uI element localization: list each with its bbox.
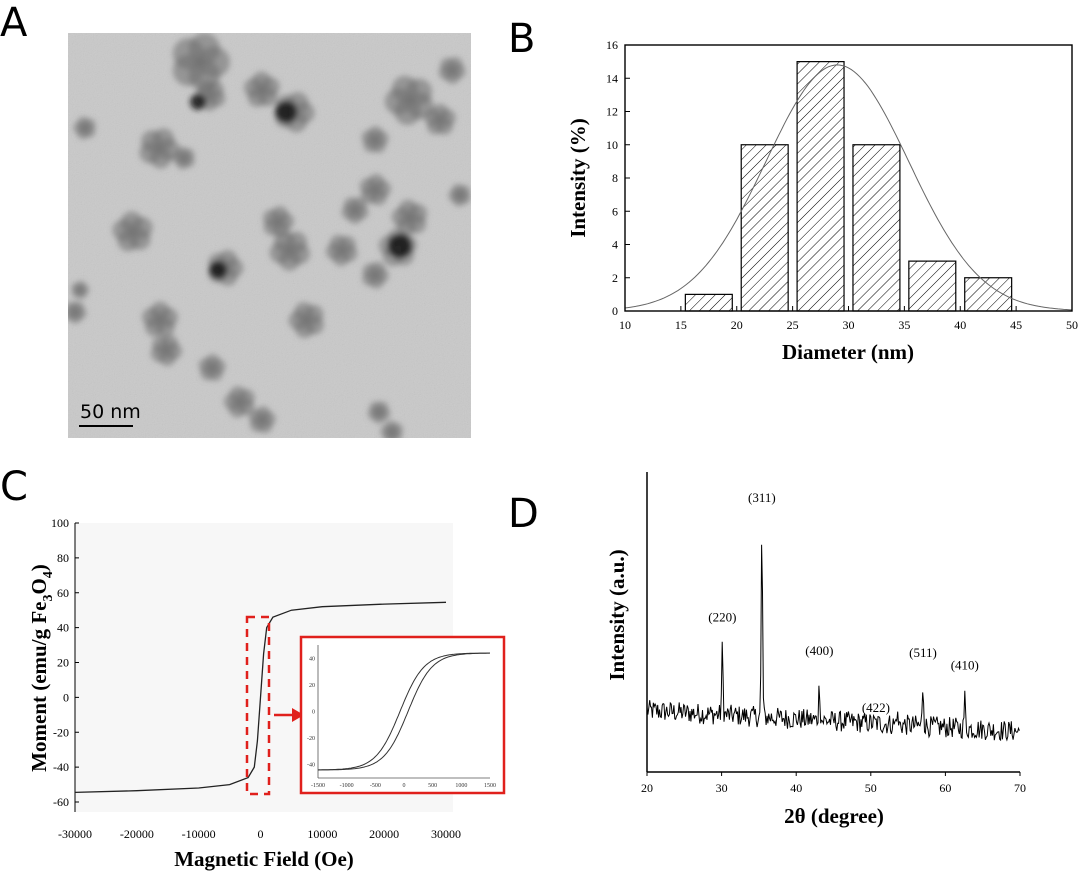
inset-y-tick-label: 0 [312, 710, 315, 716]
inset-axes: -1500 -1000 -500 0 500 1000 1500 40 20 0 -20 -40 [307, 645, 496, 789]
x-tick-label: 25 [787, 318, 799, 332]
inset-x-tick-label: -1000 [340, 783, 354, 789]
hysteresis-axes: -30000 -20000 -10000 0 10000 20000 30000-60-40… [51, 516, 461, 841]
y-tick-label: -20 [53, 725, 69, 739]
inset-x-tick-label: 1500 [484, 783, 496, 789]
inset-x-tick-label: -1500 [311, 783, 325, 789]
peak-label: (511) [909, 645, 937, 660]
diameter-histogram: 10 15 20 25 30 35 40 45 50 0 2 4 6 8 10 12 14 16 Diameter… [566, 38, 1078, 364]
y-tick-label: 12 [606, 105, 618, 119]
xrd-pattern: (220) (311) (400) (422) (511) (410) 20 30 40 50 6… [605, 472, 1026, 828]
inset-x-tick-label: 1000 [455, 783, 467, 789]
x-tick-label: 20 [731, 318, 743, 332]
histogram-y-axis-title: Intensity (%) [566, 118, 590, 238]
zoom-arrow-head [292, 708, 304, 722]
hysteresis-x-axis-title: Magnetic Field (Oe) [174, 847, 354, 871]
gaussian-fit-curve [624, 64, 1073, 311]
histogram-bar [964, 277, 1013, 312]
x-tick-label: 50 [865, 781, 877, 795]
panel-label-b: B [508, 16, 535, 62]
hysteresis-inset: -1500 -1000 -500 0 500 1000 1500 40 20 0 -20 -40 [299, 635, 506, 795]
xrd-x-axis-title: 2θ (degree) [784, 804, 884, 828]
x-tick-label: -30000 [58, 827, 92, 841]
xrd-y-axis-title: Intensity (a.u.) [605, 549, 629, 680]
y-tick-label: 100 [51, 516, 69, 530]
histogram-bars [684, 61, 1013, 312]
inset-y-tick-label: 20 [309, 683, 315, 689]
inset-x-tick-label: -500 [370, 783, 381, 789]
histogram-bar [796, 61, 845, 312]
peak-label: (422) [862, 700, 890, 715]
y-tick-label: 20 [57, 656, 69, 670]
x-tick-label: 35 [898, 318, 910, 332]
histogram-axes: 10 15 20 25 30 35 40 45 50 0 2 4 6 8 10 12 14 16 [606, 38, 1078, 332]
magnetization-chart: -30000 -20000 -10000 0 10000 20000 30000-60-40… [27, 516, 506, 871]
x-tick-label: 10 [619, 318, 631, 332]
xrd-ticks: 20 30 40 50 60 70 [641, 772, 1026, 795]
histogram-bar [684, 293, 733, 312]
scale-bar-label: 50 nm [80, 401, 141, 423]
y-tick-label: -60 [53, 795, 69, 809]
y-tick-label: 40 [57, 621, 69, 635]
peak-label: (400) [805, 643, 833, 658]
y-tick-label: 0 [63, 690, 69, 704]
x-tick-label: 10000 [307, 827, 337, 841]
x-tick-label: 20 [641, 781, 653, 795]
inset-y-tick-label: -20 [307, 736, 315, 742]
y-tick-label: 8 [612, 171, 618, 185]
y-tick-label: 10 [606, 138, 618, 152]
y-tick-label: -40 [53, 760, 69, 774]
histogram-frame [624, 44, 1073, 312]
x-tick-label: 50 [1066, 318, 1078, 332]
peak-label: (220) [708, 610, 736, 625]
panel-label-d: D [508, 491, 539, 537]
histogram-x-axis-title: Diameter (nm) [782, 340, 914, 364]
zoom-region-box [245, 615, 271, 796]
x-tick-label: 30000 [431, 827, 461, 841]
inset-x-tick-label: 500 [428, 783, 437, 789]
inset-y-tick-label: 40 [309, 656, 315, 662]
x-tick-label: 40 [790, 781, 802, 795]
inset-y-tick-label: -40 [307, 763, 315, 769]
hysteresis-y-axis-title: Moment (emu/g Fe3O4) [27, 564, 56, 772]
x-tick-label: 60 [939, 781, 951, 795]
panel-label-a: A [0, 0, 28, 46]
inset-frame [299, 635, 506, 795]
histogram-bar [740, 144, 789, 312]
x-tick-label: 0 [258, 827, 264, 841]
tem-micrograph: 50 nm [68, 33, 471, 438]
panel-label-c: C [0, 464, 28, 510]
x-tick-label: 30 [843, 318, 855, 332]
x-tick-label: -10000 [182, 827, 216, 841]
hysteresis-curve [74, 601, 447, 794]
y-tick-label: 4 [612, 238, 618, 252]
scale-bar: 50 nm [79, 401, 141, 427]
y-tick-label: 2 [612, 271, 618, 285]
y-tick-label: 0 [612, 304, 618, 318]
xrd-trace [646, 544, 1020, 742]
inset-x-tick-label: 0 [403, 783, 406, 789]
y-tick-label: 16 [606, 38, 618, 52]
inset-loop-ascending [317, 652, 490, 771]
x-tick-label: 15 [675, 318, 687, 332]
y-tick-label: 14 [606, 71, 618, 85]
x-tick-label: 40 [954, 318, 966, 332]
y-tick-label: 6 [612, 204, 618, 218]
inset-loop-descending [318, 652, 491, 771]
xrd-peak-labels: (220) (311) (400) (422) (511) (410) [708, 490, 979, 715]
x-tick-label: 20000 [369, 827, 399, 841]
peak-label: (410) [951, 657, 979, 672]
y-tick-label: 60 [57, 586, 69, 600]
histogram-bar [908, 260, 957, 312]
histogram-bar [852, 144, 901, 312]
x-tick-label: 45 [1010, 318, 1022, 332]
x-tick-label: 30 [716, 781, 728, 795]
x-tick-label: -20000 [120, 827, 154, 841]
y-tick-label: 80 [57, 551, 69, 565]
x-tick-label: 70 [1014, 781, 1026, 795]
peak-label: (311) [748, 490, 776, 505]
